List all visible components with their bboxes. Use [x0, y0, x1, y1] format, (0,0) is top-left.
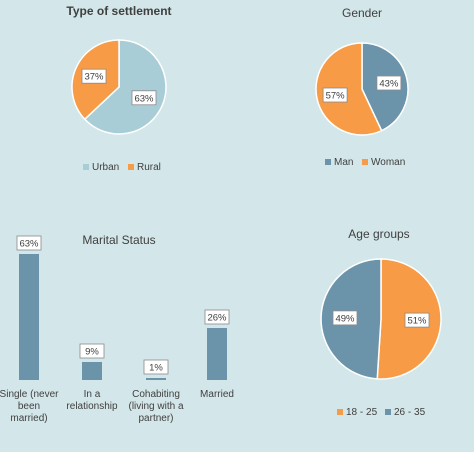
category-label-single-never-been-married: Single (never been married) — [0, 389, 59, 424]
data-label-box-26-35 — [332, 310, 358, 326]
data-label-26-35: 49% — [335, 313, 355, 324]
category-label-in-a-relationship: In a relationship — [66, 389, 118, 412]
legend-label-18-25: 18 - 25 — [346, 407, 378, 418]
bar-label-in-a-relationship: 9% — [85, 347, 99, 358]
gender-pie: 43% 57% — [315, 42, 409, 136]
chart-title-age: Age groups — [348, 227, 409, 241]
data-label-rural: 37% — [84, 72, 104, 83]
category-label-married: Married — [200, 389, 234, 400]
bar-married — [207, 328, 227, 380]
settlement-pie: 63% 37% — [71, 39, 167, 135]
bar-cohabiting-living-with-a-partner — [146, 378, 166, 380]
bar-label-box-cohabiting-living-with-a-partner — [143, 359, 169, 375]
legend-label-urban: Urban — [92, 162, 119, 173]
chart-title-gender: Gender — [342, 6, 382, 20]
legend-swatch-26-35 — [385, 409, 391, 415]
data-label-woman: 57% — [326, 91, 346, 102]
pie-slice-woman — [315, 42, 383, 136]
bar-label-box-married — [204, 309, 230, 325]
chart-title-marital: Marital Status — [82, 233, 155, 247]
legend-swatch-urban — [83, 164, 89, 170]
age-legend: 18 - 25 26 - 35 — [337, 407, 426, 418]
legend-label-woman: Woman — [371, 157, 405, 168]
legend-label-26-35: 26 - 35 — [394, 407, 426, 418]
legend-label-rural: Rural — [137, 162, 161, 173]
legend-swatch-rural — [128, 164, 134, 170]
data-label-box-18-25 — [404, 312, 430, 328]
gender-legend: Man Woman — [325, 157, 405, 168]
data-label-box-urban — [131, 90, 157, 106]
chart-title-settlement: Type of settlement — [66, 4, 171, 18]
bar-label-box-in-a-relationship — [79, 343, 105, 359]
category-label-cohabiting-living-with-a-partner: Cohabiting (living with a partner) — [128, 389, 183, 424]
legend-label-man: Man — [334, 157, 353, 168]
legend-swatch-18-25 — [337, 409, 343, 415]
settlement-legend: Urban Rural — [83, 162, 161, 173]
age-pie: 51% 49% — [320, 258, 442, 380]
bar-single-never-been-married — [19, 254, 39, 380]
legend-swatch-woman — [362, 159, 368, 165]
bar-label-cohabiting-living-with-a-partner: 1% — [149, 363, 163, 374]
data-label-box-man — [376, 75, 402, 91]
bar-label-box-single-never-been-married — [16, 235, 42, 251]
marital-bar-chart: 63% Single (never been married) 9% In a relati… — [0, 235, 234, 424]
bar-in-a-relationship — [82, 362, 102, 380]
data-label-man: 43% — [379, 79, 399, 90]
data-label-urban: 63% — [134, 93, 154, 104]
legend-swatch-man — [325, 159, 331, 165]
pie-slice-urban — [83, 39, 167, 135]
bar-label-single-never-been-married: 63% — [19, 239, 39, 250]
bar-label-married: 26% — [207, 313, 227, 324]
data-label-box-rural — [81, 68, 107, 84]
data-label-18-25: 51% — [407, 316, 427, 327]
data-label-box-woman — [322, 87, 348, 103]
